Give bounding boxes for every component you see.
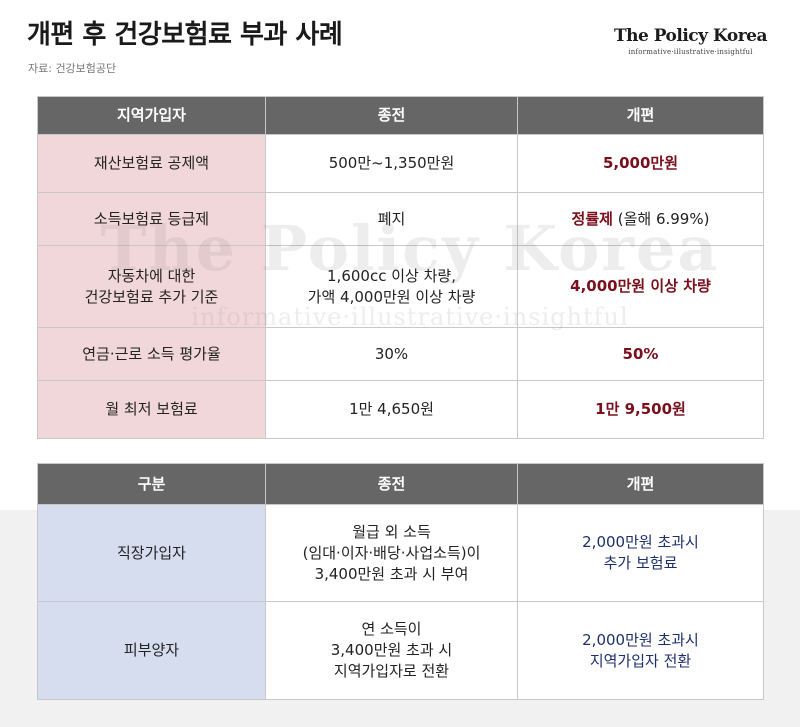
row-label: 월 최저 보험료 [37,380,266,439]
column-header: 개편 [517,463,764,505]
regional-subscriber-table: 지역가입자 종전 개편 재산보험료 공제액 500만~1,350만원 5,000… [37,96,764,439]
before-value: 1,600cc 이상 차량, 가액 4,000만원 이상 차량 [265,245,518,328]
before-value: 폐지 [265,192,518,246]
after-value-note: (올해 6.99%) [612,209,710,228]
before-value-line: (임대·이자·배당·사업소득)이 [302,543,481,562]
table-row: 월 최저 보험료 1만 4,650원 1만 9,500원 [37,380,764,439]
logo-name: The Policy Korea [613,26,768,46]
column-header: 지역가입자 [37,96,266,135]
column-header: 종전 [265,463,518,505]
table-row: 재산보험료 공제액 500만~1,350만원 5,000만원 [37,134,764,193]
after-value: 2,000만원 초과시 추가 보험료 [517,504,764,602]
before-value-line: 3,400만원 초과 시 [330,641,453,659]
after-value: 4,000만원 이상 차량 [517,245,764,328]
row-label: 피부양자 [37,601,266,700]
column-header: 개편 [517,96,764,135]
after-value: 1만 9,500원 [517,380,764,439]
after-value-main: 정률제 [571,209,613,228]
before-value-line: 가액 4,000만원 이상 차량 [307,287,476,306]
before-value: 연 소득이 3,400만원 초과 시 지역가입자로 전환 [265,601,518,700]
table-row: 피부양자 연 소득이 3,400만원 초과 시 지역가입자로 전환 2,000만… [37,601,764,700]
table-header-row: 구분 종전 개편 [37,463,764,505]
after-value: 2,000만원 초과시 지역가입자 전환 [517,601,764,700]
before-value: 500만~1,350만원 [265,134,518,193]
column-header: 종전 [265,96,518,135]
row-label-line: 건강보험료 추가 기준 [84,287,219,306]
table-row: 소득보험료 등급제 폐지 정률제 (올해 6.99%) [37,192,764,246]
before-value-line: 월급 외 소득 [352,522,431,541]
after-value-line: 추가 보험료 [603,554,678,572]
before-value-line: 1,600cc 이상 차량, [327,266,456,285]
before-value: 1만 4,650원 [265,380,518,439]
table-row: 연금·근로 소득 평가율 30% 50% [37,327,764,381]
workplace-subscriber-table: 구분 종전 개편 직장가입자 월급 외 소득 (임대·이자·배당·사업소득)이 … [37,463,764,700]
after-value-line: 2,000만원 초과시 [582,533,699,551]
table-header-row: 지역가입자 종전 개편 [37,96,764,135]
after-value-line: 지역가입자 전환 [589,651,692,670]
row-label-line: 자동차에 대한 [107,266,196,285]
after-value: 5,000만원 [517,134,764,193]
row-label: 재산보험료 공제액 [37,134,266,193]
before-value-line: 지역가입자로 전환 [333,662,450,680]
before-value-line: 연 소득이 [361,620,422,638]
brand-logo: The Policy Korea informative·illustrativ… [613,26,768,56]
source-note: 자료: 건강보험공단 [28,62,117,75]
row-label: 자동차에 대한 건강보험료 추가 기준 [37,245,266,328]
before-value: 30% [265,327,518,381]
after-value: 50% [517,327,764,381]
logo-tagline: informative·illustrative·insightful [628,48,753,56]
before-value: 월급 외 소득 (임대·이자·배당·사업소득)이 3,400만원 초과 시 부여 [265,504,518,602]
row-label: 소득보험료 등급제 [37,192,266,246]
table-row: 자동차에 대한 건강보험료 추가 기준 1,600cc 이상 차량, 가액 4,… [37,245,764,328]
table-row: 직장가입자 월급 외 소득 (임대·이자·배당·사업소득)이 3,400만원 초… [37,504,764,602]
after-value-line: 2,000만원 초과시 [582,630,699,649]
column-header: 구분 [37,463,266,505]
row-label: 연금·근로 소득 평가율 [37,327,266,381]
page-title: 개편 후 건강보험료 부과 사례 [27,20,343,50]
row-label: 직장가입자 [37,504,266,602]
after-value: 정률제 (올해 6.99%) [517,192,764,246]
before-value-line: 3,400만원 초과 시 부여 [314,564,469,583]
